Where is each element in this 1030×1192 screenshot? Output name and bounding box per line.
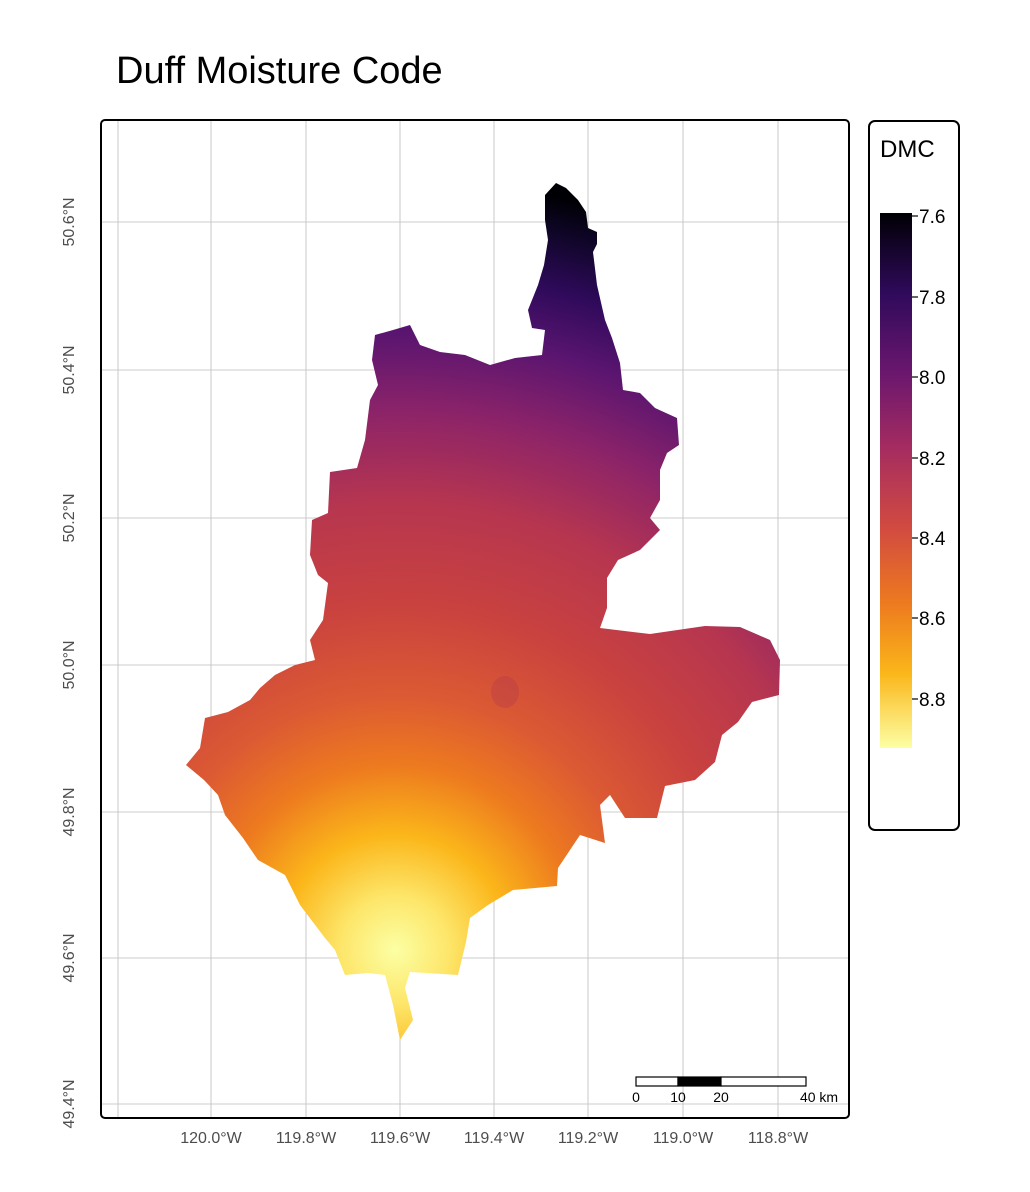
legend-label: 8.2 [919, 449, 945, 470]
legend-label: 7.6 [919, 207, 945, 228]
y-tick-label: 49.8°N [61, 787, 78, 836]
y-axis: 50.6°N 50.4°N 50.2°N 50.0°N 49.8°N 49.6°… [61, 197, 78, 1128]
x-tick-label: 119.2°W [558, 1130, 619, 1147]
legend-label: 8.8 [919, 690, 945, 711]
y-tick-label: 49.4°N [61, 1079, 78, 1128]
y-tick-label: 50.2°N [61, 493, 78, 542]
x-tick-label: 119.8°W [276, 1130, 337, 1147]
legend-label: 8.6 [919, 609, 945, 630]
legend-title: DMC [880, 136, 935, 163]
scale-bar-label: 0 [632, 1089, 640, 1105]
dmc-region [186, 183, 780, 1040]
scale-bar-label: 20 [713, 1089, 729, 1105]
x-tick-label: 120.0°W [180, 1130, 242, 1147]
map-title: Duff Moisture Code [116, 50, 443, 92]
y-tick-label: 50.4°N [61, 345, 78, 394]
x-tick-label: 119.0°W [653, 1130, 714, 1147]
x-tick-label: 119.6°W [370, 1130, 431, 1147]
scale-bar-label: 40 km [800, 1089, 838, 1105]
legend-label: 8.0 [919, 368, 945, 389]
y-tick-label: 50.6°N [61, 197, 78, 246]
scale-bar: 0 10 20 40 km [632, 1076, 838, 1105]
x-tick-label: 118.8°W [748, 1130, 809, 1147]
y-tick-label: 49.6°N [61, 933, 78, 982]
x-axis: 120.0°W 119.8°W 119.6°W 119.4°W 119.2°W … [180, 1130, 809, 1147]
legend-label: 7.8 [919, 288, 945, 309]
legend: DMC 7.6 7.8 8.0 8.2 8.4 8.6 8.8 [868, 120, 960, 831]
y-tick-label: 50.0°N [61, 640, 78, 689]
scale-bar-label: 10 [670, 1089, 686, 1105]
x-tick-label: 119.4°W [464, 1130, 525, 1147]
legend-label: 8.4 [919, 529, 946, 550]
dmc-local-minimum [491, 676, 519, 708]
legend-colorbar [880, 213, 912, 748]
